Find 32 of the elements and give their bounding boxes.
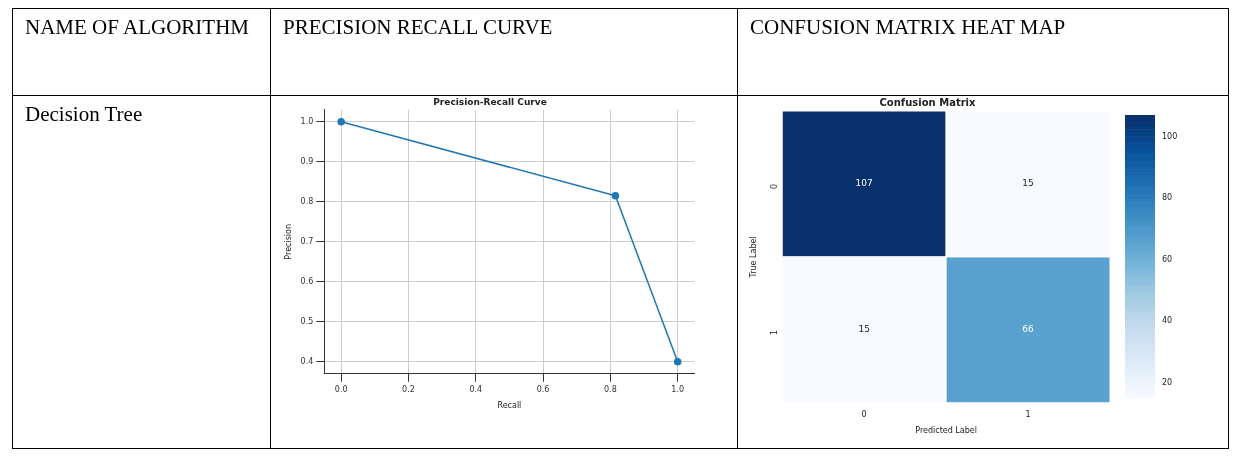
text: NAME OF ALGORITHM [12, 8, 271, 96]
chart-title: Precision-Recall Curve [433, 96, 547, 107]
x-tick-label: 0.4 [469, 384, 483, 394]
y-axis-title: True Label [748, 236, 758, 279]
chart-title: Confusion Matrix [879, 96, 977, 108]
y-tick-label: 0.9 [300, 156, 314, 166]
x-tick-label: 0.8 [604, 384, 617, 394]
data-label: 15 [1022, 178, 1034, 189]
text: CONFUSION MATRIX HEAT MAP [737, 8, 1229, 96]
color-bar-label: 100 [1162, 131, 1178, 141]
color-bar-label: 40 [1162, 316, 1173, 326]
y-tick-label: 0.8 [300, 196, 314, 206]
x-tick-label: 1.0 [671, 384, 685, 394]
x-tick-label: 0.2 [402, 384, 415, 394]
x-tick-label: 0.6 [536, 384, 550, 394]
y-tick-label: 0.5 [300, 316, 314, 326]
text: PRECISION RECALL CURVE [270, 8, 738, 96]
y-tick-label: 1.0 [300, 116, 314, 126]
color-bar-label: 20 [1162, 377, 1173, 387]
y-tick-label: 0.7 [300, 236, 314, 246]
text: Decision Tree [12, 95, 271, 449]
x-axis-title: Recall [497, 401, 522, 411]
color-bar-label: 80 [1162, 193, 1173, 203]
color-bar-label: 60 [1162, 254, 1173, 264]
x-tick-label: 0.0 [334, 384, 348, 394]
data-label: 66 [1022, 324, 1035, 335]
data-label: 107 [855, 178, 873, 189]
x-axis-title: Predicted Label [915, 426, 977, 436]
y-axis-title: Precision [283, 223, 293, 260]
data-label: 15 [858, 324, 870, 335]
y-tick-label: 0.4 [300, 356, 314, 366]
y-tick-label: 0.6 [300, 276, 314, 286]
